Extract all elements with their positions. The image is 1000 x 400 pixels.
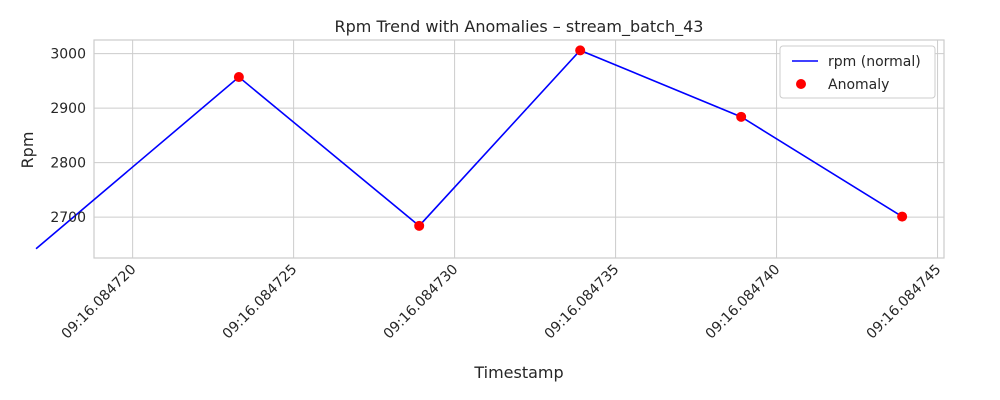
series-layer (35, 45, 908, 250)
anomaly-point (575, 45, 586, 56)
legend-box (779, 45, 936, 99)
y-tick-label: 3000 (50, 47, 86, 63)
x-axis-label: Timestamp (473, 363, 563, 382)
anomaly-point (414, 220, 425, 231)
legend-label-anomaly: Anomaly (828, 77, 889, 93)
chart-title: Rpm Trend with Anomalies – stream_batch_… (335, 17, 704, 37)
grid-lines (94, 40, 944, 258)
legend: rpm (normal) Anomaly (779, 45, 936, 99)
y-tick-label: 2900 (50, 101, 86, 117)
anomaly-point (736, 111, 747, 122)
anomaly-point (897, 211, 908, 222)
legend-anomaly-swatch (796, 79, 806, 89)
y-axis-label: Rpm (18, 132, 37, 169)
x-tick-label: 09:16.084745 (864, 262, 945, 343)
rpm-normal-line (35, 49, 903, 250)
x-tick-label: 09:16.084720 (59, 262, 140, 343)
y-tick-label: 2700 (50, 210, 86, 226)
x-tick-label: 09:16.084725 (220, 262, 301, 343)
y-tick-label: 2800 (50, 156, 86, 172)
anomaly-point (233, 72, 244, 83)
x-tick-label: 09:16.084730 (381, 262, 462, 343)
legend-label-rpm-normal: rpm (normal) (828, 54, 921, 70)
x-tick-label: 09:16.084740 (703, 262, 784, 343)
x-tick-label: 09:16.084735 (542, 262, 623, 343)
